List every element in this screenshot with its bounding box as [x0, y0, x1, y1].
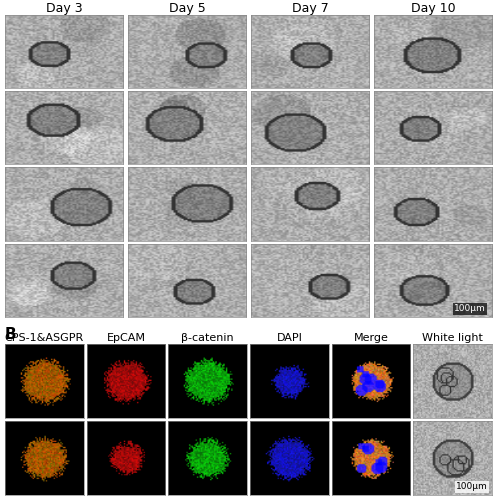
Title: White light: White light [422, 334, 483, 344]
Title: DAPI: DAPI [276, 334, 302, 344]
Text: A: A [5, 200, 17, 215]
Title: Day 5: Day 5 [168, 2, 205, 15]
Title: EpCAM: EpCAM [106, 334, 146, 344]
Text: 100μm: 100μm [456, 482, 488, 492]
Title: Merge: Merge [353, 334, 389, 344]
Text: B: B [5, 326, 16, 342]
Title: β-catenin: β-catenin [181, 334, 234, 344]
Title: Day 10: Day 10 [411, 2, 455, 15]
Title: Day 7: Day 7 [292, 2, 329, 15]
Title: Day 3: Day 3 [46, 2, 83, 15]
Text: 100μm: 100μm [454, 304, 486, 313]
Title: CPS-1&ASGPR: CPS-1&ASGPR [4, 334, 84, 344]
